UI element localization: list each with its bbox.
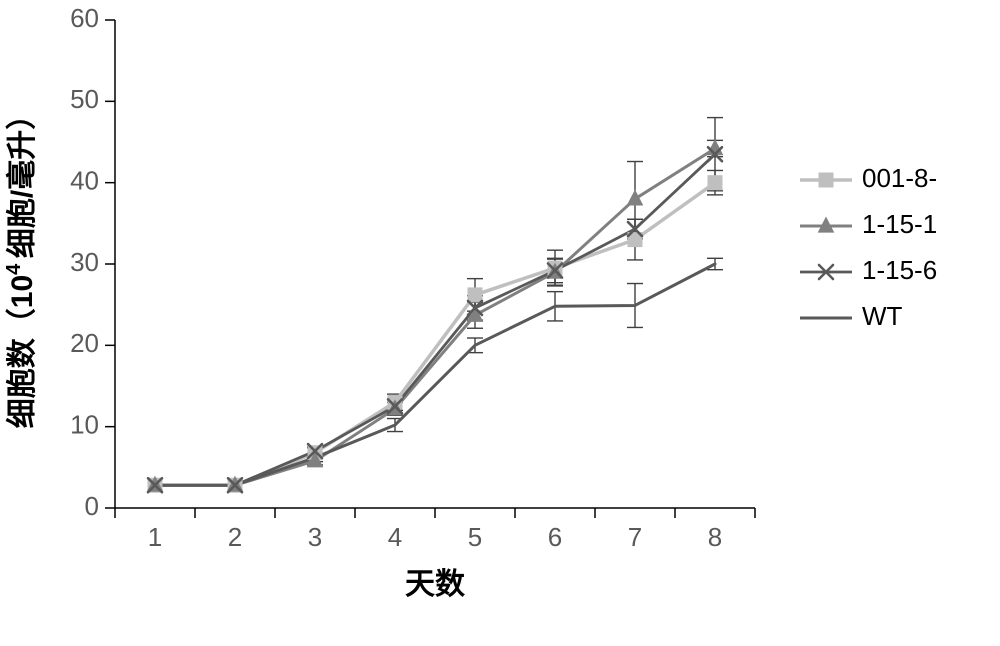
legend-item: 001-8-: [800, 163, 937, 193]
x-tick-label: 6: [548, 522, 562, 552]
svg-text:细胞数（104 细胞/毫升）: 细胞数（104 细胞/毫升）: [3, 100, 39, 428]
legend-label: 1-15-6: [862, 255, 937, 285]
x-tick-label: 5: [468, 522, 482, 552]
series-line: [155, 183, 715, 486]
legend-item: 1-15-1: [800, 209, 937, 239]
legend-label: 1-15-1: [862, 209, 937, 239]
y-tick-label: 0: [85, 491, 99, 521]
y-tick-label: 60: [70, 3, 99, 33]
x-tick-label: 2: [228, 522, 242, 552]
cell-growth-chart: 0 10 20 30 40 50 60 1 2 3 4 5 6 7 8 天数 细胞数（104 细胞/毫升） 001…: [0, 0, 1000, 646]
x-axis-label: 天数: [405, 568, 466, 601]
y-tick-label: 30: [70, 247, 99, 277]
legend-item: 1-15-6: [800, 255, 937, 285]
y-tick-label: 10: [70, 410, 99, 440]
legend-label: 001-8-: [862, 163, 937, 193]
legend-item: WT: [800, 301, 903, 331]
y-tick-label: 40: [70, 166, 99, 196]
x-tick-label: 1: [148, 522, 162, 552]
x-tick-label: 3: [308, 522, 322, 552]
y-tick-label: 50: [70, 84, 99, 114]
series-line: [155, 264, 715, 485]
x-tick-label: 7: [628, 522, 642, 552]
x-tick-label: 8: [708, 522, 722, 552]
y-axis-label: 细胞数（104 细胞/毫升）: [3, 100, 39, 428]
x-tick-label: 4: [388, 522, 402, 552]
y-tick-label: 20: [70, 328, 99, 358]
legend-label: WT: [862, 301, 903, 331]
chart-svg: 0 10 20 30 40 50 60 1 2 3 4 5 6 7 8 天数 细胞数（104 细胞/毫升） 001…: [0, 0, 1000, 646]
